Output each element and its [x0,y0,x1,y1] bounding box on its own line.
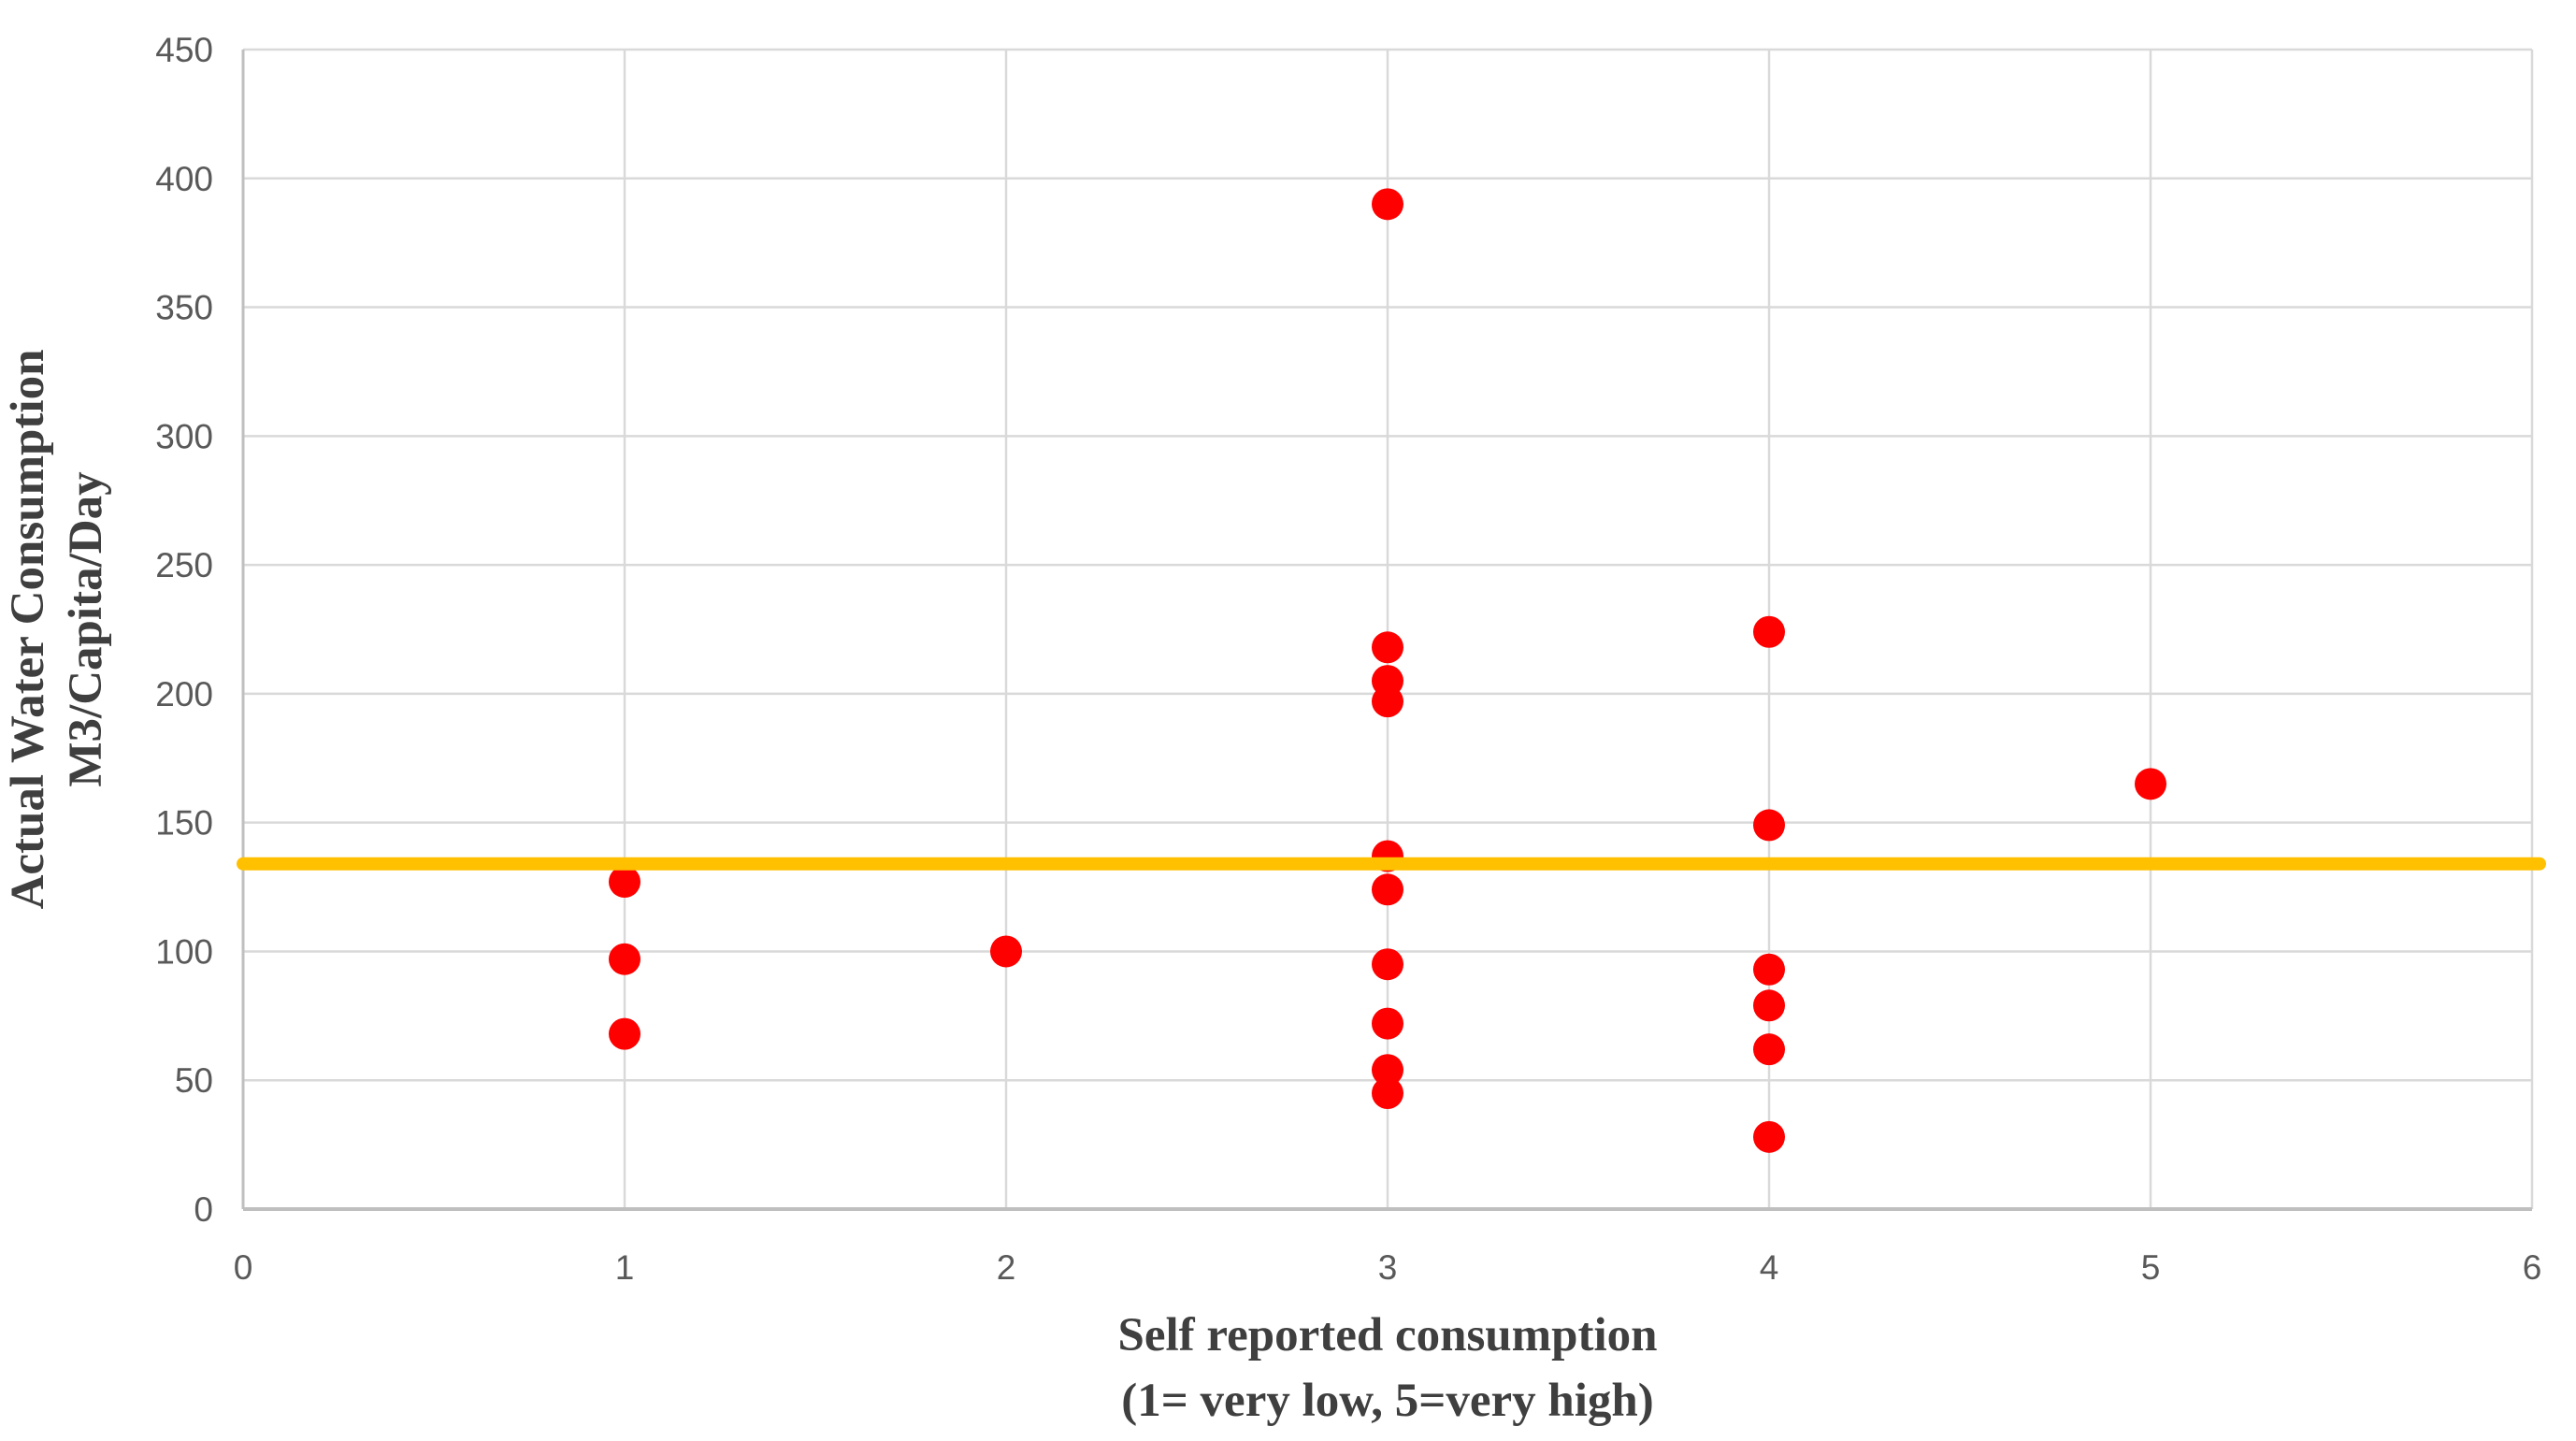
y-axis-title-line2: M3/Capita/Day [60,471,112,786]
y-tick-label: 350 [155,289,213,327]
y-tick-label: 250 [155,546,213,584]
y-tick-label: 450 [155,31,213,69]
y-axis-title-line1: Actual Water Consumption [2,350,54,910]
x-tick-label: 4 [1760,1248,1779,1287]
y-tick-label: 200 [155,675,213,713]
x-tick-label: 6 [2523,1248,2542,1287]
data-point [2135,768,2166,800]
x-tick-label: 1 [615,1248,635,1287]
data-point [1372,188,1403,221]
data-point [1753,809,1785,842]
data-point [1753,1120,1785,1153]
data-point [609,1017,640,1050]
data-point [1372,1077,1403,1109]
data-point [1372,1007,1403,1040]
data-point [990,935,1022,968]
y-tick-label: 150 [155,804,213,843]
x-tick-label: 3 [1378,1248,1398,1287]
data-point [1372,948,1403,981]
y-tick-label: 50 [175,1061,213,1100]
x-tick-label: 0 [234,1248,253,1287]
data-point [1372,873,1403,906]
y-axis-tick-labels: 0 50 100 150 200 250 300 350 400 450 [155,31,213,1229]
x-axis-title-line1: Self reported consumption [1117,1309,1657,1362]
data-point [1753,953,1785,986]
x-tick-label: 2 [997,1248,1016,1287]
y-tick-label: 300 [155,417,213,455]
data-point [609,866,640,899]
x-axis-title-line2: (1= very low, 5=very high) [1121,1375,1653,1427]
data-point [1753,989,1785,1022]
data-point [1372,685,1403,718]
data-point [1372,1054,1403,1087]
data-points [609,188,2166,1153]
data-point [1753,1033,1785,1066]
y-tick-label: 100 [155,932,213,971]
y-tick-label: 0 [194,1190,213,1229]
data-point [1753,615,1785,648]
data-point [1372,631,1403,664]
y-tick-label: 400 [155,160,213,198]
x-axis-tick-labels: 0 1 2 3 4 5 6 [234,1248,2542,1287]
axis-lines [241,50,2532,1211]
x-tick-label: 5 [2141,1248,2161,1287]
data-point [609,943,640,975]
